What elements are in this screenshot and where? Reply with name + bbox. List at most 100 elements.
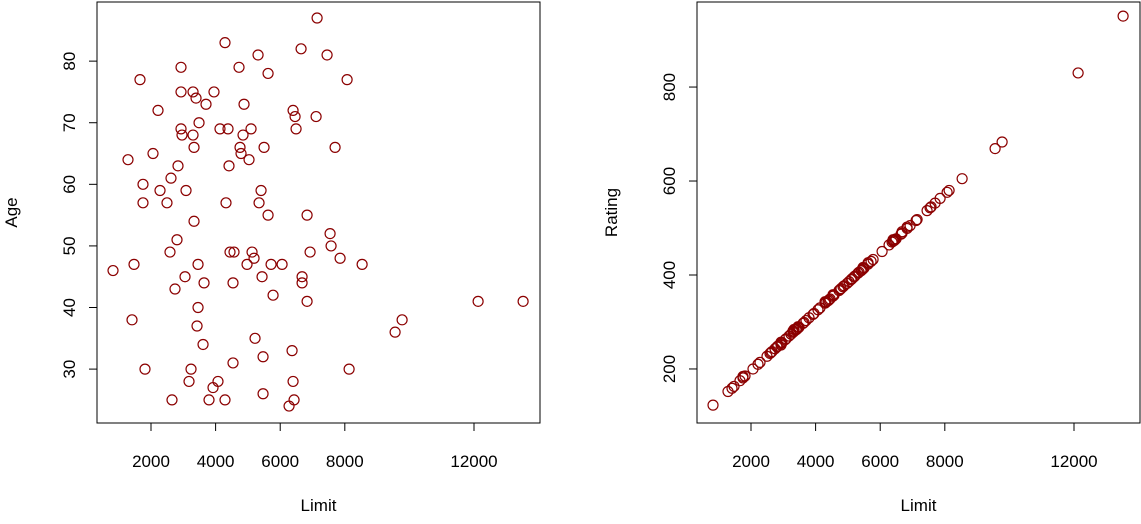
x-tick-label: 12000 [450,452,497,471]
point [1072,67,1084,79]
x-tick-label: 12000 [1050,452,1097,471]
point [797,317,809,329]
point [122,154,134,166]
point [310,110,322,123]
point [865,255,877,267]
point [238,98,250,110]
y-tick-label: 60 [60,175,79,194]
y-axis-label: Rating [602,188,621,237]
point [779,334,791,346]
point [296,271,308,283]
x-tick-label: 4000 [197,452,235,471]
point [220,197,232,209]
point [224,246,236,258]
point [257,388,269,400]
y-tick-label: 80 [60,52,79,71]
point [248,252,260,264]
point [203,394,215,406]
point [164,246,176,258]
point [245,123,257,135]
point [227,277,239,289]
point [296,277,308,289]
point [171,234,183,246]
point [241,258,253,270]
point [752,358,764,370]
point [166,394,178,406]
point [208,86,220,98]
x-tick-label: 4000 [797,452,835,471]
point [176,129,188,141]
point [228,246,240,258]
point [707,399,719,411]
point [175,61,187,73]
point [175,86,187,98]
point [190,92,202,104]
point [126,314,138,326]
point [200,98,212,110]
y-tick-label: 600 [660,167,679,195]
plot-box [96,1,541,424]
point [187,129,199,141]
point [214,123,226,135]
point [169,283,181,295]
point [776,337,788,349]
point [820,296,832,308]
point [754,356,766,368]
point [324,227,336,240]
point [911,213,923,226]
point [889,234,901,246]
point [910,214,922,227]
point [180,184,192,197]
point [867,253,879,266]
point [265,258,277,270]
point [192,258,204,270]
x-tick-label: 8000 [926,452,964,471]
plot-box [696,1,1141,424]
point [212,375,224,388]
x-tick-label: 8000 [326,452,364,471]
point [289,110,301,123]
y-tick-label: 70 [60,113,79,132]
point [223,160,235,172]
point [255,184,267,197]
point [996,136,1008,148]
point [934,192,946,205]
point [334,252,346,264]
point [812,304,824,316]
point [304,246,316,258]
point [1117,10,1129,22]
point [921,205,933,217]
point [290,123,302,135]
point [137,178,149,190]
x-tick-label: 6000 [261,452,299,471]
y-axis-label: Age [2,197,21,227]
point [191,320,203,332]
point [262,209,274,221]
y-tick-label: 800 [660,73,679,101]
point [175,123,187,135]
point [257,351,269,363]
point [233,61,245,73]
point [389,326,401,338]
point [193,117,205,129]
point [800,314,812,327]
point [188,215,200,227]
point [246,246,258,258]
point [137,197,149,209]
point [846,273,858,285]
point [249,332,261,344]
point [286,345,298,357]
point [235,147,247,160]
point [147,147,159,160]
point [154,184,166,197]
point [834,283,846,296]
point [325,240,337,252]
point [341,74,353,86]
point [941,186,953,198]
point [219,394,231,406]
y-tick-label: 30 [60,360,79,379]
point [134,74,146,86]
point [943,184,955,197]
